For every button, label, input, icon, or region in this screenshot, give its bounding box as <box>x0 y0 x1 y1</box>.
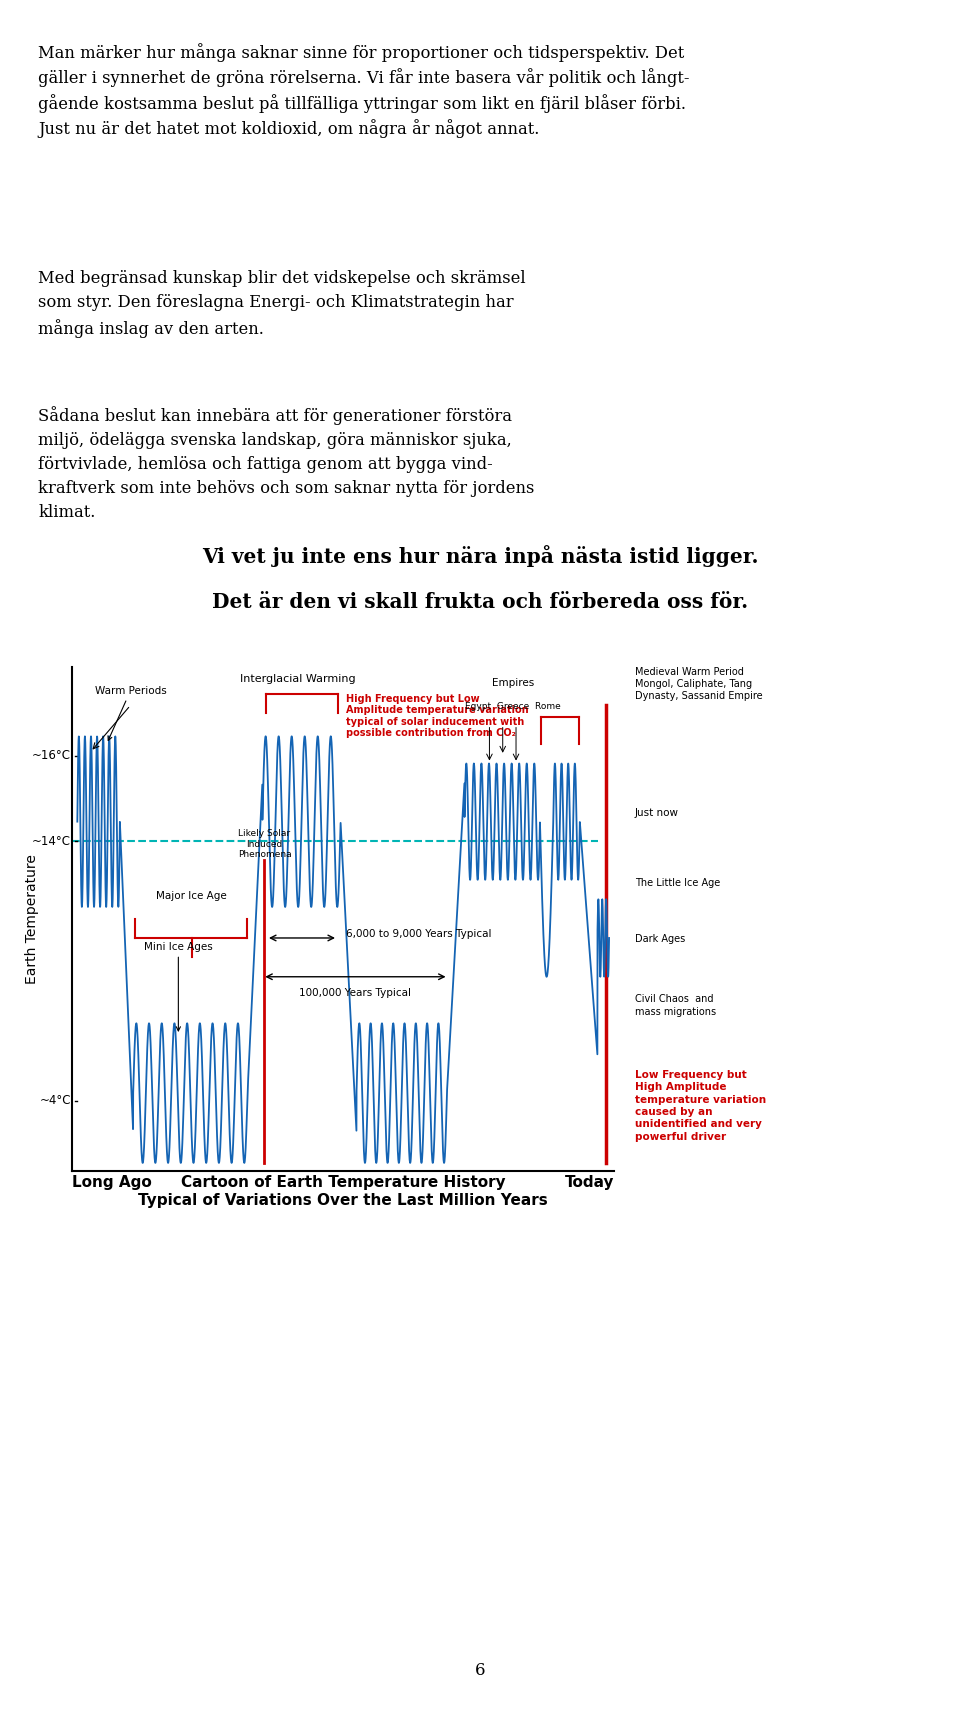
Text: ~16°C: ~16°C <box>32 749 71 762</box>
Text: Interglacial Warming: Interglacial Warming <box>240 675 356 684</box>
Text: Earth Temperature: Earth Temperature <box>25 854 39 983</box>
Text: High Frequency but Low
Amplitude temperature variation
typical of solar induceme: High Frequency but Low Amplitude tempera… <box>346 694 529 738</box>
Text: 100,000 Years Typical: 100,000 Years Typical <box>300 988 412 998</box>
Text: Vi vet ju inte ens hur nära inpå nästa istid ligger.: Vi vet ju inte ens hur nära inpå nästa i… <box>202 545 758 567</box>
Text: Sådana beslut kan innebära att för generationer förstöra
miljö, ödelägga svenska: Sådana beslut kan innebära att för gener… <box>38 405 535 521</box>
Text: Cartoon of Earth Temperature History
Typical of Variations Over the Last Million: Cartoon of Earth Temperature History Typ… <box>138 1174 548 1208</box>
Text: Dark Ages: Dark Ages <box>636 933 685 943</box>
Text: Empires: Empires <box>492 678 535 689</box>
Text: Egypt  Greece  Rome: Egypt Greece Rome <box>466 702 562 711</box>
Text: The Little Ice Age: The Little Ice Age <box>636 878 720 889</box>
Text: Long Ago: Long Ago <box>72 1174 152 1189</box>
Text: 6,000 to 9,000 Years Typical: 6,000 to 9,000 Years Typical <box>346 930 492 940</box>
Text: Major Ice Age: Major Ice Age <box>156 890 227 901</box>
Text: 6: 6 <box>475 1663 485 1678</box>
Text: Just now: Just now <box>636 808 679 817</box>
Text: Medieval Warm Period
Mongol, Caliphate, Tang
Dynasty, Sassanid Empire: Medieval Warm Period Mongol, Caliphate, … <box>636 667 762 701</box>
Text: Today: Today <box>564 1174 614 1189</box>
Text: Mini Ice Ages: Mini Ice Ages <box>144 942 213 1031</box>
Text: Warm Periods: Warm Periods <box>95 685 166 740</box>
Text: Likely Solar
Induced
Phenomena: Likely Solar Induced Phenomena <box>238 829 291 860</box>
Text: Det är den vi skall frukta och förbereda oss för.: Det är den vi skall frukta och förbereda… <box>212 591 748 612</box>
Text: Civil Chaos  and
mass migrations: Civil Chaos and mass migrations <box>636 995 716 1017</box>
Text: Low Frequency but
High Amplitude
temperature variation
caused by an
unidentified: Low Frequency but High Amplitude tempera… <box>636 1070 766 1142</box>
Text: Med begränsad kunskap blir det vidskepelse och skrämsel
som styr. Den föreslagna: Med begränsad kunskap blir det vidskepel… <box>38 270 526 338</box>
Text: ~14°C: ~14°C <box>32 834 71 848</box>
Text: Man märker hur många saknar sinne för proportioner och tidsperspektiv. Det
gälle: Man märker hur många saknar sinne för pr… <box>38 43 690 138</box>
Text: ~4°C: ~4°C <box>39 1094 71 1107</box>
